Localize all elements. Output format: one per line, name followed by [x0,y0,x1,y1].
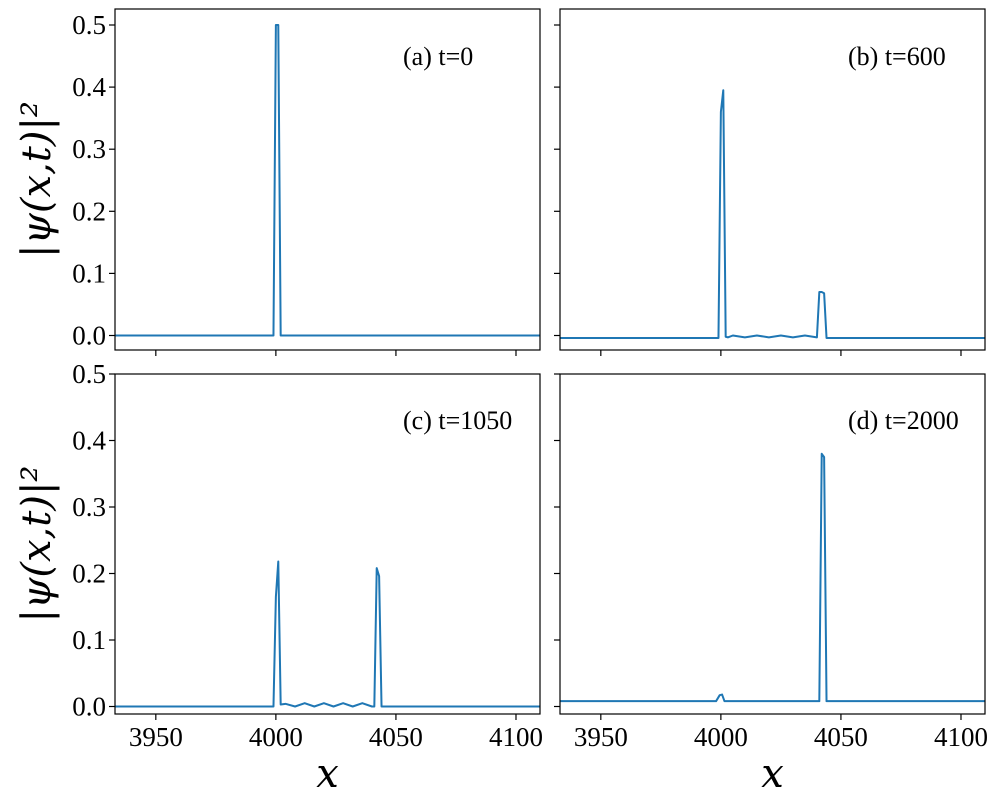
x-tick-label: 4100 [934,722,988,752]
y-tick-label: 0.1 [72,258,106,288]
plot-frame [114,8,541,351]
y-tick-label: 0.5 [72,359,106,389]
x-tick-label: 4000 [694,722,748,752]
series-line [115,560,540,708]
y-tick-label: 0.4 [72,72,106,102]
panel-b: (b) t=600 [554,8,986,356]
panel-a: 0.0 0.1 0.2 0.3 0.4 0.5 (a) t=0 |ψ(x,t)|² [14,8,541,356]
panel-d: 3950 4000 4050 4100 (d) t=2000 x [554,373,988,797]
series-line [560,89,985,339]
x-axis-label: x [761,751,784,797]
x-tick-label: 4100 [489,722,543,752]
x-tick-label: 3950 [129,722,183,752]
plot-frame [114,373,541,715]
y-tick-label: 0.3 [72,492,106,522]
y-axis-label: |ψ(x,t)|² [14,101,60,258]
x-tick-label: 4050 [369,722,423,752]
panel-annotation: (a) t=0 [403,42,473,71]
x-axis-label: x [316,751,339,797]
y-tick-label: 0.4 [72,426,106,456]
panel-annotation: (d) t=2000 [848,406,959,435]
x-tick-label: 3950 [574,722,628,752]
panel-annotation: (c) t=1050 [403,406,512,435]
panel-c: 3950 4000 4050 4100 0.0 0.1 0.2 0.3 0.4 0.5 (c) t=… [14,359,543,797]
series-line [115,24,540,337]
y-tick-label: 0.0 [72,321,106,351]
y-tick-label: 0.1 [72,625,106,655]
x-tick-label: 4000 [249,722,303,752]
plot-frame [559,8,986,351]
y-tick-label: 0.2 [72,559,106,589]
y-tick-label: 0.3 [72,134,106,164]
panel-annotation: (b) t=600 [848,42,946,71]
series-line [560,452,985,703]
plot-frame [559,373,986,715]
y-axis-label: |ψ(x,t)|² [14,466,60,623]
y-tick-label: 0.0 [72,692,106,722]
x-tick-label: 4050 [814,722,868,752]
y-tick-label: 0.2 [72,196,106,226]
y-tick-label: 0.5 [72,10,106,40]
